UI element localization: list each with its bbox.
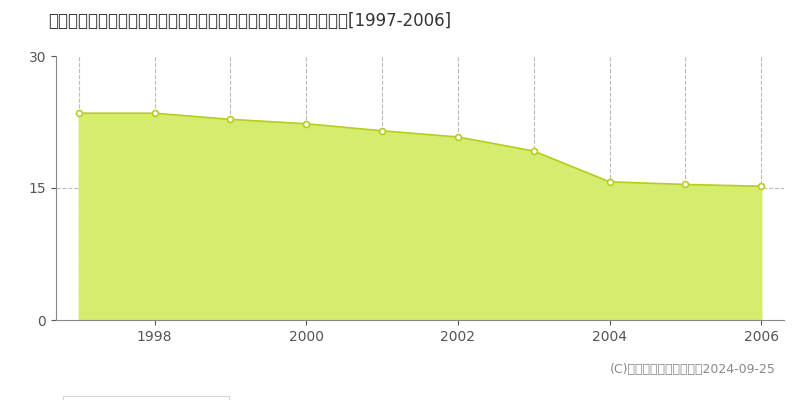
Point <box>451 134 464 140</box>
Point <box>527 148 540 154</box>
Point <box>603 179 616 185</box>
Point <box>376 128 389 134</box>
Point <box>679 181 692 188</box>
Text: (C)土地価格ドットコム　2024-09-25: (C)土地価格ドットコム 2024-09-25 <box>610 363 776 376</box>
Point <box>224 116 237 122</box>
Point <box>300 120 313 127</box>
Point <box>72 110 85 116</box>
Legend: 基準地価　平均坪単価(万円/坪): 基準地価 平均坪単価(万円/坪) <box>63 396 229 400</box>
Text: 栃木県下都賀郡壬生町至嬝３丁目４８番２５　基準地価　地価推移[1997-2006]: 栃木県下都賀郡壬生町至嬝３丁目４８番２５ 基準地価 地価推移[1997-2006… <box>48 12 451 30</box>
Point <box>148 110 161 116</box>
Point <box>755 183 768 190</box>
